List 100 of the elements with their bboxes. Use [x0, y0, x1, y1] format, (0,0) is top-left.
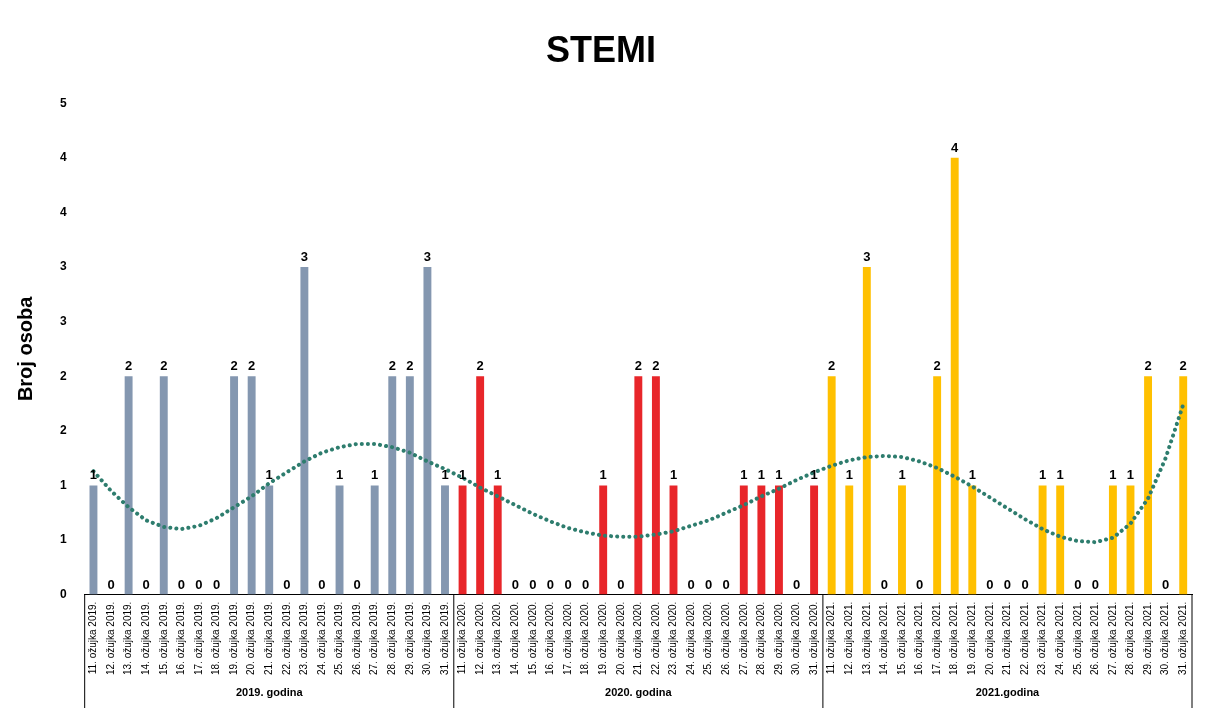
- x-tick-label: 21. ožujka 2019.: [262, 601, 274, 675]
- x-tick-label: 25. ožujka 2020.: [702, 601, 714, 675]
- x-tick-label: 19. ožujka 2021.: [966, 601, 978, 675]
- x-tick-label: 22. ožujka 2020.: [649, 601, 661, 675]
- data-label: 0: [687, 576, 695, 592]
- x-tick-label: 11. ožujka 2021.: [825, 601, 837, 675]
- bar: [1108, 485, 1117, 595]
- y-tick-label: 3: [59, 313, 67, 328]
- data-label: 1: [1109, 467, 1117, 483]
- bar: [810, 485, 819, 595]
- bar: [230, 376, 239, 595]
- data-label: 1: [775, 467, 783, 483]
- data-label: 0: [195, 576, 203, 592]
- bar: [300, 267, 309, 595]
- data-label: 0: [1074, 576, 1082, 592]
- data-label: 0: [318, 576, 326, 592]
- y-tick-label: 5: [59, 95, 67, 110]
- bar: [1144, 376, 1153, 595]
- x-tick-label: 26. ožujka 2020.: [719, 601, 731, 675]
- data-label: 2: [476, 358, 484, 374]
- bar: [124, 376, 133, 595]
- x-tick-label: 18. ožujka 2021.: [948, 601, 960, 675]
- x-tick-label: 28. ožujka 2021.: [1124, 601, 1136, 675]
- x-tick-label: 28. ožujka 2020.: [755, 601, 767, 675]
- x-tick-label: 19. ožujka 2019.: [227, 601, 239, 675]
- x-tick-label: 15. ožujka 2019.: [157, 601, 169, 675]
- data-label: 0: [511, 576, 519, 592]
- x-tick-label: 12. ožujka 2020.: [473, 601, 485, 675]
- bar: [933, 376, 942, 595]
- x-tick-label: 18. ožujka 2020.: [579, 601, 591, 675]
- x-tick-label: 27. ožujka 2019.: [368, 601, 380, 675]
- y-tick-label: 4: [59, 204, 67, 219]
- x-tick-label: 20. ožujka 2019.: [245, 601, 257, 675]
- data-label: 0: [283, 576, 291, 592]
- bar: [950, 157, 959, 595]
- x-tick-label: 20. ožujka 2021.: [983, 601, 995, 675]
- x-tick-label: 30. ožujka 2021.: [1159, 601, 1171, 675]
- data-label: 0: [792, 576, 801, 592]
- x-tick-label: 25. ožujka 2019.: [333, 601, 345, 675]
- data-label: 0: [1162, 576, 1170, 592]
- x-tick-label: 31. ožujka 2020.: [807, 601, 819, 675]
- data-label: 0: [722, 576, 730, 592]
- data-label: 2: [1179, 358, 1187, 374]
- x-tick-label: 31. ožujka 2019.: [438, 601, 450, 675]
- data-label: 1: [441, 467, 449, 483]
- bar: [493, 485, 502, 595]
- bar: [388, 376, 397, 595]
- bar: [476, 376, 485, 595]
- y-axis-title: Broj osoba: [13, 295, 36, 402]
- x-tick-label: 24. ožujka 2019.: [315, 601, 327, 675]
- data-label: 1: [371, 467, 379, 483]
- bar: [423, 267, 432, 595]
- data-label: 1: [757, 467, 765, 483]
- y-tick-label: 1: [59, 477, 67, 492]
- x-tick-label: 17. ožujka 2021.: [930, 601, 942, 675]
- x-tick-label: 12. ožujka 2019.: [104, 601, 116, 675]
- data-label: 1: [335, 467, 344, 483]
- x-tick-label: 22. ožujka 2021.: [1018, 601, 1030, 675]
- data-label: 0: [581, 576, 590, 592]
- x-tick-label: 23. ožujka 2019.: [298, 601, 310, 675]
- data-label: 3: [423, 249, 432, 265]
- bar: [1056, 485, 1065, 595]
- bar: [862, 267, 871, 595]
- x-tick-label: 14. ožujka 2019.: [139, 601, 151, 675]
- data-label: 0: [564, 576, 572, 592]
- data-label: 0: [880, 576, 889, 592]
- y-tick-label: 4: [59, 150, 67, 165]
- bar: [845, 485, 854, 595]
- bar: [405, 376, 414, 595]
- x-tick-label: 16. ožujka 2019.: [175, 601, 187, 675]
- data-label: 2: [388, 358, 396, 374]
- data-label: 0: [1091, 576, 1099, 592]
- x-tick-label: 15. ožujka 2021.: [895, 601, 907, 675]
- x-tick-label: 21. ožujka 2020.: [632, 601, 644, 675]
- data-label: 0: [546, 576, 555, 592]
- bar: [827, 376, 836, 595]
- x-tick-label: 22. ožujka 2019.: [280, 601, 292, 675]
- x-tick-label: 13. ožujka 2019.: [122, 601, 134, 675]
- data-label: 1: [898, 467, 906, 483]
- data-label: 2: [933, 358, 941, 374]
- text: 2021.godina: [975, 686, 1041, 699]
- line-series: [91, 402, 1186, 545]
- data-label: 1: [1056, 467, 1064, 483]
- data-label: 4: [951, 139, 960, 155]
- data-label: 1: [740, 467, 748, 483]
- x-tick-label: 23. ožujka 2020.: [667, 601, 679, 675]
- x-tick-label: 30. ožujka 2019.: [421, 601, 433, 675]
- chart-title: STEMI: [545, 28, 657, 70]
- bar: [458, 485, 467, 595]
- data-label: 2: [406, 358, 414, 374]
- data-label: 1: [810, 467, 818, 483]
- data-label: 0: [177, 576, 185, 592]
- x-tick-label: 27. ožujka 2021.: [1106, 601, 1118, 675]
- y-tick-label: 1: [59, 532, 67, 547]
- y-tick-label: 2: [59, 368, 67, 383]
- y-tick-label: 3: [59, 259, 67, 274]
- x-tick-label: 14. ožujka 2021.: [878, 601, 890, 675]
- data-label: 0: [212, 576, 221, 592]
- data-label: 0: [107, 576, 115, 592]
- bar: [968, 485, 977, 595]
